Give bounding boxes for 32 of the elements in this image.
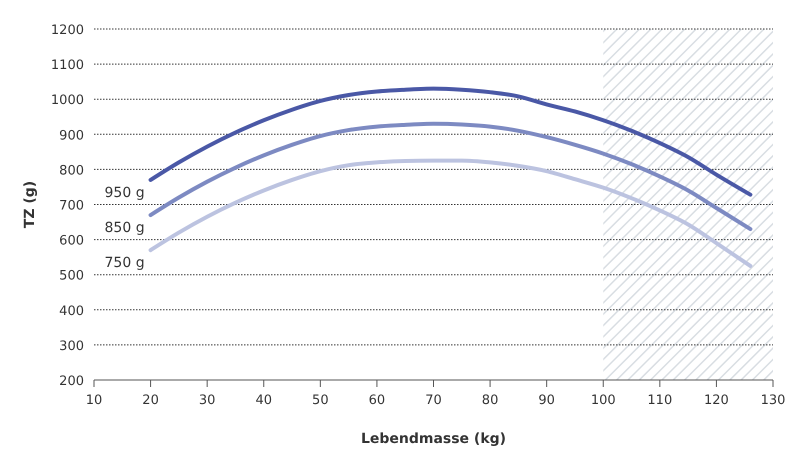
x-tick-label: 120 xyxy=(704,393,729,408)
y-tick-label: 900 xyxy=(59,128,84,144)
y-tick-label: 500 xyxy=(59,268,84,284)
line-series xyxy=(148,158,752,268)
x-tick-label: 110 xyxy=(647,393,672,408)
series-label: 950 g xyxy=(104,184,145,201)
x-axis-title: Lebendmasse (kg) xyxy=(360,431,506,447)
line-series xyxy=(148,86,752,197)
y-tick-label: 800 xyxy=(59,163,84,178)
series-label: 750 g xyxy=(104,255,145,272)
x-tick-label: 50 xyxy=(312,393,329,408)
x-tick-label: 40 xyxy=(255,393,272,408)
x-tick-label: 70 xyxy=(425,393,442,408)
line-series xyxy=(148,122,752,232)
x-tick-label: 80 xyxy=(482,393,498,408)
y-tick-label: 1000 xyxy=(50,93,84,108)
x-tick-label: 30 xyxy=(198,393,216,408)
y-tick-label: 600 xyxy=(59,234,84,249)
y-tick-label: 1100 xyxy=(50,58,84,74)
x-tick-label: 100 xyxy=(590,393,616,408)
y-axis-title: TZ (g) xyxy=(22,180,38,228)
x-tick-label: 20 xyxy=(142,393,159,408)
y-tick-label: 400 xyxy=(59,304,84,319)
y-tick-label: 200 xyxy=(59,374,84,389)
x-tick-label: 60 xyxy=(368,393,386,408)
x-tick-label: 90 xyxy=(538,393,555,408)
y-tick-label: 700 xyxy=(59,198,84,214)
series-label: 850 g xyxy=(104,220,145,236)
y-tick-label: 300 xyxy=(59,338,84,354)
x-tick-label: 130 xyxy=(760,393,786,408)
y-tick-label: 1200 xyxy=(50,23,84,38)
x-tick-label: 10 xyxy=(86,393,102,408)
